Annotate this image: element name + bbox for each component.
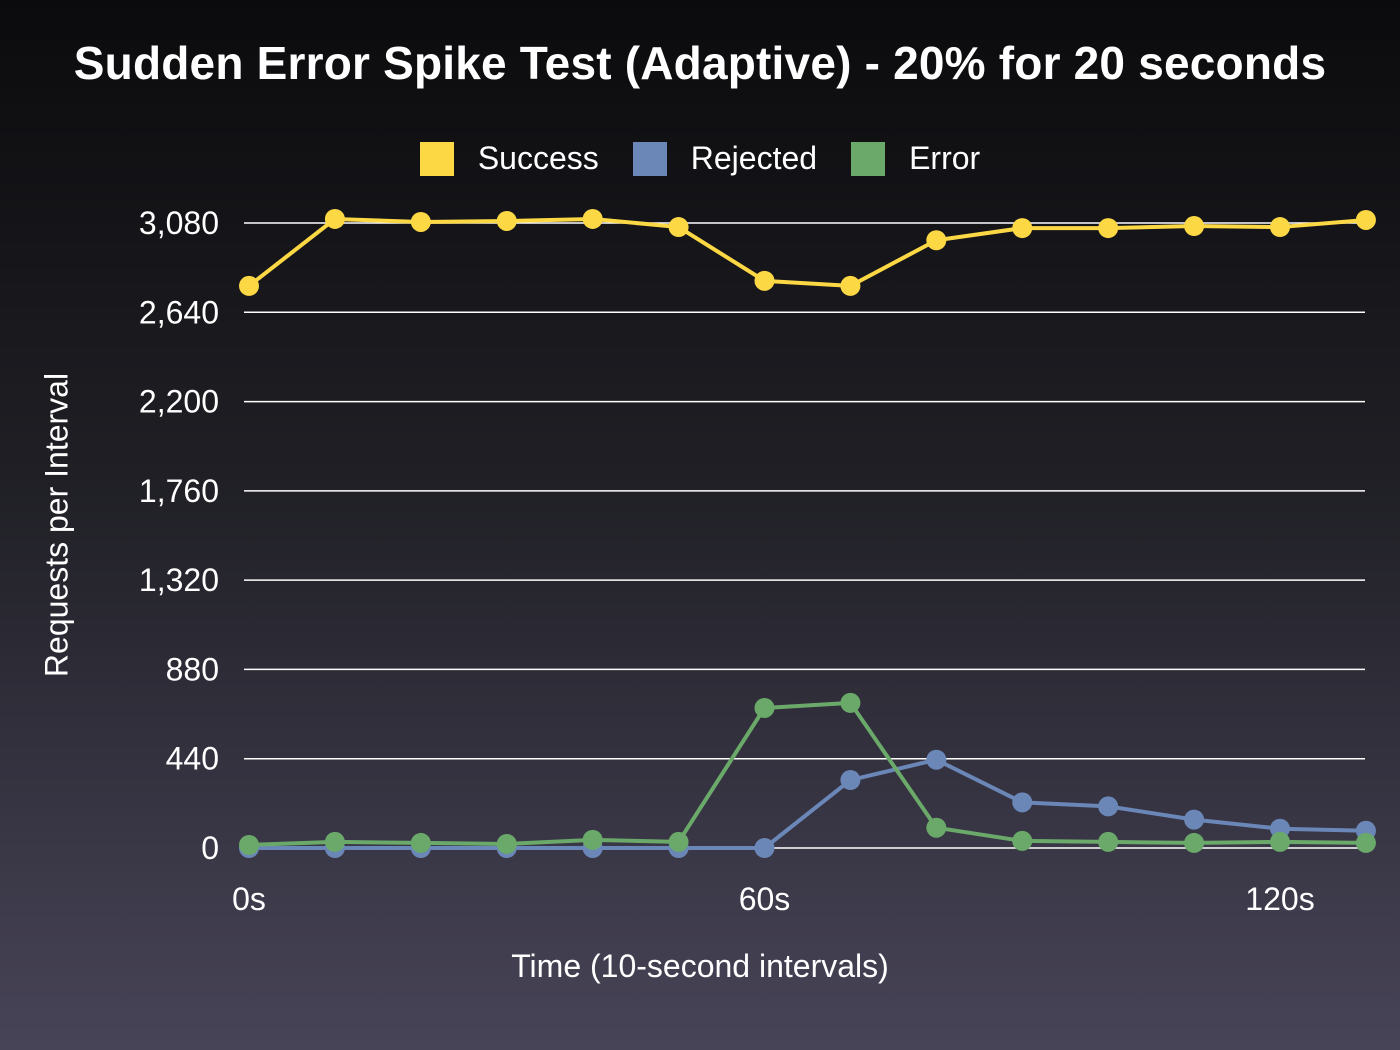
- data-point-rejected: [926, 749, 947, 770]
- data-point-success: [926, 230, 947, 251]
- data-point-error: [239, 834, 259, 855]
- legend-label-success: Success: [477, 140, 599, 176]
- data-point-success: [1098, 218, 1119, 239]
- data-point-success: [582, 208, 603, 229]
- x-tick-label: 60s: [739, 881, 791, 917]
- y-tick-label: 3,080: [139, 205, 219, 241]
- data-point-rejected: [1012, 792, 1033, 813]
- data-point-success: [239, 275, 259, 296]
- data-point-success: [496, 210, 517, 231]
- series-line-success: [247, 216, 1368, 288]
- data-point-error: [496, 833, 517, 854]
- data-point-error: [410, 832, 431, 853]
- legend-item-rejected: Rejected: [632, 140, 818, 177]
- x-tick-label: 0s: [232, 881, 266, 917]
- y-tick-label: 1,320: [139, 562, 219, 598]
- chart-title: Sudden Error Spike Test (Adaptive) - 20%…: [73, 37, 1327, 89]
- series-line-error: [247, 700, 1368, 847]
- data-point-error: [926, 817, 947, 838]
- data-point-error: [1355, 832, 1376, 853]
- data-point-rejected: [1098, 796, 1119, 817]
- data-point-success: [754, 270, 775, 291]
- data-point-error: [324, 831, 345, 852]
- x-tick-label: 120s: [1245, 881, 1314, 917]
- data-point-success: [1270, 217, 1290, 238]
- y-tick-label: 440: [166, 741, 219, 777]
- y-tick-label: 2,640: [139, 294, 219, 330]
- data-point-error: [668, 831, 689, 852]
- y-tick-label: 2,200: [139, 384, 219, 420]
- legend-item-success: Success: [419, 140, 599, 177]
- data-point-success: [668, 217, 689, 238]
- legend-swatch-rejected: [632, 141, 667, 176]
- data-point-rejected: [1184, 809, 1205, 830]
- data-point-success: [324, 208, 345, 229]
- legend-label-rejected: Rejected: [690, 140, 818, 176]
- data-point-error: [582, 829, 603, 850]
- legend-label-error: Error: [909, 140, 981, 176]
- legend: Success Rejected Error: [0, 140, 1400, 177]
- data-point-success: [1012, 218, 1033, 239]
- data-point-error: [1184, 832, 1205, 853]
- data-point-rejected: [840, 770, 861, 791]
- data-point-error: [1012, 830, 1033, 851]
- data-point-rejected: [754, 838, 775, 858]
- data-point-error: [1270, 831, 1290, 852]
- y-tick-label: 0: [201, 830, 219, 866]
- legend-swatch-success: [419, 141, 454, 176]
- data-point-success: [840, 275, 861, 296]
- data-point-success: [410, 211, 431, 232]
- data-point-error: [754, 697, 775, 718]
- legend-item-error: Error: [851, 140, 980, 177]
- y-tick-label: 880: [166, 651, 219, 687]
- data-point-success: [1184, 216, 1205, 237]
- data-point-error: [1098, 831, 1119, 852]
- series-line-rejected: [247, 757, 1368, 850]
- data-point-error: [840, 692, 861, 713]
- y-tick-label: 1,760: [139, 473, 219, 509]
- data-point-success: [1355, 209, 1376, 230]
- legend-swatch-error: [851, 141, 886, 176]
- x-axis-label: Time (10-second intervals): [511, 948, 889, 984]
